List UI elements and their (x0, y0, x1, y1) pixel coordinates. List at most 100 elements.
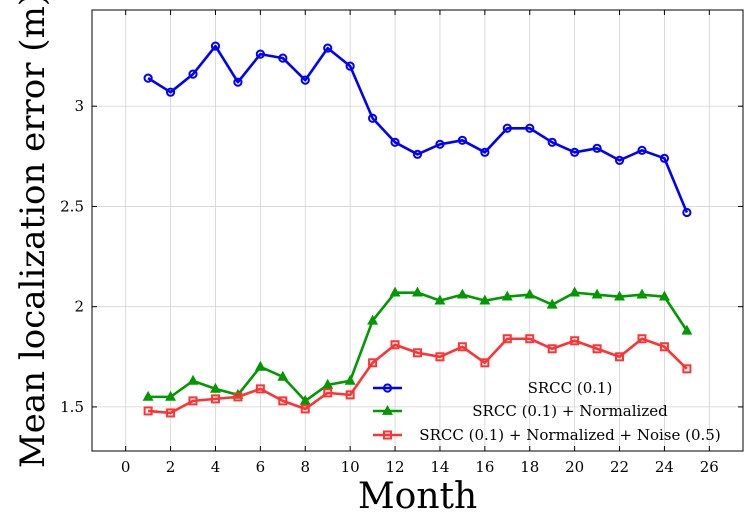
data-point (614, 155, 625, 165)
data-point (389, 286, 401, 297)
data-point (592, 344, 602, 354)
data-point (659, 153, 670, 163)
data-point (457, 135, 467, 145)
data-point (278, 396, 288, 406)
data-point (681, 324, 693, 335)
data-point (592, 143, 602, 153)
data-point (345, 61, 355, 71)
data-point (480, 147, 490, 157)
data-point (547, 344, 557, 354)
data-point (456, 288, 468, 299)
legend-entry-2: SRCC (0.1) + Normalized (373, 402, 668, 420)
data-point (143, 406, 153, 416)
y-tick-label: 2 (74, 298, 84, 316)
x-tick-label: 20 (565, 458, 584, 476)
data-point (570, 147, 580, 157)
x-tick-label: 26 (700, 458, 719, 476)
data-point (323, 388, 333, 398)
series-1 (143, 41, 692, 218)
x-tick-label: 6 (256, 458, 266, 476)
data-point (479, 294, 491, 305)
data-point (614, 290, 625, 301)
data-point (434, 294, 446, 305)
data-point (233, 77, 243, 87)
y-axis-title: Mean localization error (m) (13, 0, 53, 468)
x-tick-label: 22 (610, 458, 629, 476)
data-point (390, 340, 400, 350)
data-point (188, 69, 198, 79)
data-point (322, 378, 334, 389)
legend-label: SRCC (0.1) + Normalized (472, 402, 668, 420)
data-point (367, 314, 379, 325)
data-point (210, 41, 221, 51)
grid-lines (92, 10, 743, 451)
data-point (277, 370, 289, 381)
data-point (636, 288, 648, 299)
x-tick-label: 4 (211, 458, 221, 476)
data-point (323, 43, 333, 53)
data-point (659, 342, 669, 352)
data-point (345, 390, 355, 400)
data-point (435, 139, 445, 149)
data-point (413, 348, 422, 358)
legend: SRCC (0.1) SRCC (0.1) + Normalized SRCC (0… (373, 379, 721, 444)
data-point (187, 374, 199, 385)
data-point (390, 137, 400, 147)
data-point (637, 334, 647, 344)
series-line (147, 44, 689, 213)
data-point (525, 334, 535, 344)
x-tick-label: 0 (121, 458, 131, 476)
x-tick-label: 16 (475, 458, 494, 476)
data-point (368, 358, 378, 368)
data-point (501, 290, 513, 301)
data-point (682, 364, 692, 374)
data-point (233, 392, 243, 402)
data-point (188, 396, 198, 406)
data-point (210, 382, 221, 393)
data-point (546, 298, 558, 309)
series-line (148, 337, 688, 415)
data-point (615, 352, 625, 362)
data-point (255, 384, 265, 394)
data-point (254, 360, 266, 371)
data-point (591, 288, 603, 299)
legend-label: SRCC (0.1) + Normalized + Noise (0.5) (419, 426, 720, 444)
x-tick-label: 8 (300, 458, 310, 476)
data-point (344, 374, 356, 385)
data-point (547, 137, 557, 147)
data-point (210, 394, 220, 404)
data-point (412, 149, 423, 159)
data-point (165, 390, 177, 401)
x-tick-label: 12 (386, 458, 405, 476)
data-point (569, 286, 581, 297)
legend-marker (383, 430, 392, 440)
data-point (299, 394, 311, 405)
legend-marker (382, 404, 393, 415)
x-tick-label: 14 (430, 458, 449, 476)
data-point (480, 358, 490, 368)
data-point (278, 53, 288, 63)
y-tick-label: 2.5 (60, 197, 84, 215)
data-point (412, 286, 423, 297)
series-layer (142, 41, 693, 418)
x-tick-label: 24 (655, 458, 674, 476)
data-point (658, 290, 670, 301)
legend-entry-3: SRCC (0.1) + Normalized + Noise (0.5) (373, 426, 721, 444)
axis-ticks: 0 2 4 6 8 10 12 14 16 18 20 22 24 261.522.53 (60, 10, 743, 476)
data-point (165, 87, 176, 97)
data-point (435, 352, 445, 362)
data-point (368, 113, 378, 123)
plot-frame (91, 9, 744, 452)
data-point (166, 408, 176, 418)
legend-label: SRCC (0.1) (528, 379, 613, 397)
x-tick-label: 10 (341, 458, 360, 476)
data-point (300, 404, 310, 414)
data-point (637, 145, 647, 155)
data-point (143, 73, 153, 83)
data-point (525, 123, 535, 133)
data-point (300, 75, 310, 85)
data-point (457, 342, 467, 352)
y-tick-label: 1.5 (60, 398, 84, 416)
data-point (502, 123, 512, 133)
